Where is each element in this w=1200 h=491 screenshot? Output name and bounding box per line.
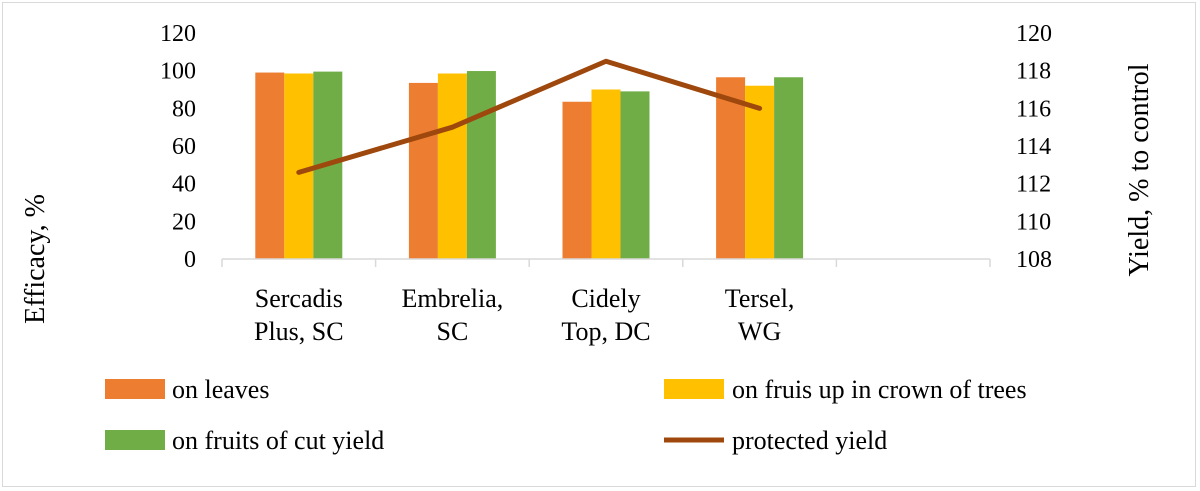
x-category-label: Tersel, — [725, 284, 795, 313]
legend: on leaves on fruis up in crown of trees … — [105, 375, 1027, 455]
legend-swatch-on-fruis-up-in-crown — [664, 379, 724, 399]
legend-swatch-on-fruits-of-cut-yield — [105, 430, 165, 450]
bar-on-fruits-of-cut-yield-4 — [774, 77, 804, 259]
bar-on-fruis-up-in-crown-of-trees-1 — [284, 73, 314, 259]
y-tick-label: 100 — [160, 59, 196, 85]
bar-on-fruis-up-in-crown-of-trees-2 — [437, 73, 467, 259]
bar-on-leaves-1 — [255, 72, 285, 259]
y-tick-labels: 0 20 40 60 80 100 120 — [160, 21, 196, 273]
bar-group — [255, 71, 804, 260]
y-tick-label: 0 — [184, 247, 196, 273]
x-category-label: Cidely — [571, 284, 640, 313]
bar-on-leaves-2 — [408, 82, 438, 260]
y2-tick-label: 114 — [1016, 134, 1051, 160]
legend-label-protected-yield: protected yield — [732, 426, 887, 455]
legend-label-on-fruis-up-in-crown: on fruis up in crown of trees — [732, 375, 1027, 404]
x-category-label: Top, DC — [561, 317, 650, 346]
x-category-label: SC — [436, 317, 468, 346]
y2-tick-labels: 108 110 112 114 116 118 120 — [1016, 21, 1052, 273]
line-protected-yield — [296, 58, 763, 175]
x-category-label: Sercadis — [255, 284, 343, 313]
bar-on-leaves-4 — [716, 77, 746, 259]
x-category-label: Embrelia, — [402, 284, 504, 313]
y2-tick-label: 120 — [1016, 21, 1052, 47]
y2-tick-label: 110 — [1016, 209, 1051, 235]
legend-swatch-on-leaves — [105, 379, 165, 399]
y-tick-label: 80 — [172, 96, 196, 122]
y2-tick-label: 112 — [1016, 172, 1051, 198]
y2-tick-label: 108 — [1016, 247, 1052, 273]
y-axis-title: Efficacy, % — [20, 194, 51, 324]
x-category-label: Plus, SC — [254, 317, 344, 346]
legend-label-on-leaves: on leaves — [172, 375, 269, 404]
legend-label-on-fruits-of-cut-yield: on fruits of cut yield — [172, 426, 384, 455]
y2-tick-label: 116 — [1016, 96, 1051, 122]
y-tick-label: 40 — [172, 172, 196, 198]
y2-axis-title: Yield, % to control — [1124, 63, 1155, 276]
y-tick-label: 60 — [172, 134, 196, 160]
bar-on-fruits-of-cut-yield-3 — [620, 91, 650, 259]
bar-on-fruis-up-in-crown-of-trees-3 — [591, 89, 621, 259]
y-tick-label: 20 — [172, 209, 196, 235]
x-tick-marks — [221, 259, 991, 267]
bar-on-fruis-up-in-crown-of-trees-4 — [745, 85, 775, 259]
y2-tick-label: 118 — [1016, 59, 1051, 85]
line-series-group — [296, 58, 763, 175]
y-tick-label: 120 — [160, 21, 196, 47]
bar-on-leaves-3 — [562, 101, 592, 259]
bar-on-fruits-of-cut-yield-2 — [466, 71, 496, 259]
x-category-label: WG — [738, 317, 781, 346]
category-labels: Sercadis Plus, SC Embrelia, SC Cidely Top, DC… — [254, 284, 794, 346]
